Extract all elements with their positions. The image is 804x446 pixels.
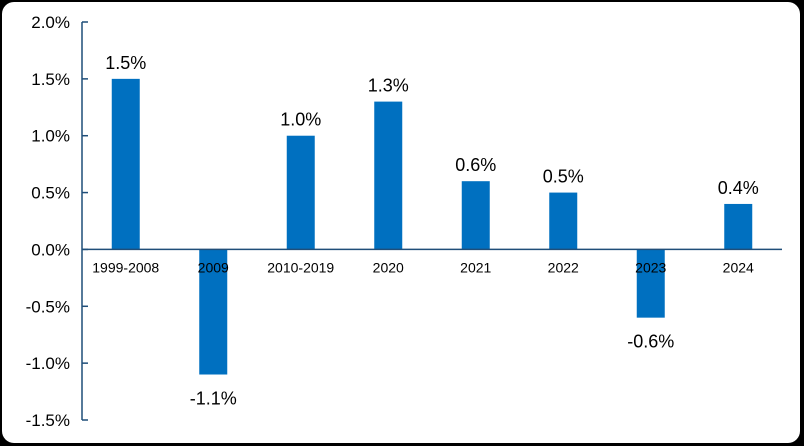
bar-2021 xyxy=(461,181,490,250)
axes-group xyxy=(81,21,782,421)
y-tick-label: 2.0% xyxy=(31,13,70,32)
data-label-2009: -1.1% xyxy=(190,389,237,409)
y-tick-label: 0.5% xyxy=(31,184,70,203)
x-tick-label-2009: 2009 xyxy=(198,259,229,275)
x-tick-label-2010-2019: 2010-2019 xyxy=(267,259,334,275)
x-tick-label-2023: 2023 xyxy=(635,259,666,275)
data-label-2024: 0.4% xyxy=(718,178,759,198)
x-tick-label-2020: 2020 xyxy=(373,259,404,275)
x-tick-label-1999-2008: 1999-2008 xyxy=(92,259,159,275)
y-tick-label: -1.5% xyxy=(26,411,70,430)
x-tick-label-2024: 2024 xyxy=(723,259,754,275)
data-label-2021: 0.6% xyxy=(455,155,496,175)
data-label-2023: -0.6% xyxy=(627,332,674,352)
labels-group: 1.5% 1999-2008 -1.1% 2009 1.0% 2010-2019 1.3% 2… xyxy=(26,13,759,430)
x-tick-label-2021: 2021 xyxy=(460,259,491,275)
y-tick-label: 1.0% xyxy=(31,127,70,146)
y-tick-label: 0.0% xyxy=(31,240,70,259)
x-tick-label-2022: 2022 xyxy=(548,259,579,275)
data-label-2022: 0.5% xyxy=(543,167,584,187)
bar-2009 xyxy=(199,249,228,375)
y-tick-label: -0.5% xyxy=(26,297,70,316)
data-label-1999-2008: 1.5% xyxy=(105,53,146,73)
bar-2010-2019 xyxy=(286,135,315,250)
data-label-2010-2019: 1.0% xyxy=(280,110,321,130)
y-tick-label: 1.5% xyxy=(31,70,70,89)
bars-group xyxy=(111,78,753,375)
bar-2024 xyxy=(724,203,753,250)
data-label-2020: 1.3% xyxy=(368,76,409,96)
bar-2023 xyxy=(636,249,665,318)
bar-2022 xyxy=(549,192,578,250)
y-tick-label: -1.0% xyxy=(26,354,70,373)
bar-2020 xyxy=(374,101,403,250)
bar-1999-2008 xyxy=(111,78,140,250)
